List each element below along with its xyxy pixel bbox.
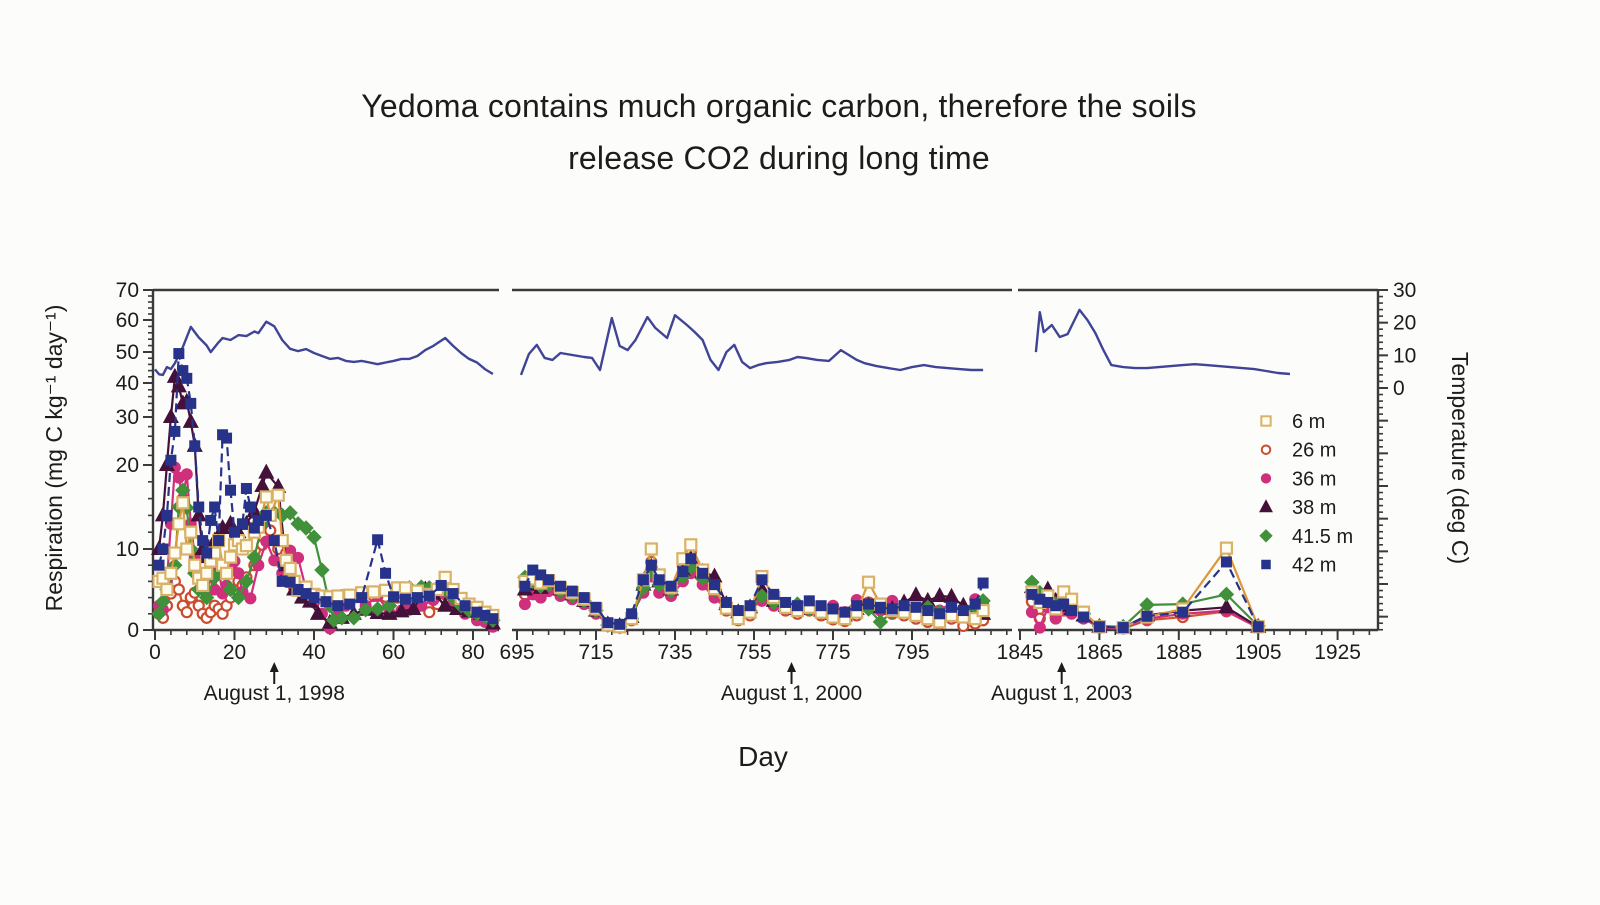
y-axis-left: 0 10 20 30 40 50 60 70 <box>116 279 153 642</box>
legend-label: 26 m <box>1292 440 1336 462</box>
series-36-m <box>152 461 1265 635</box>
x-tick-label: 1905 <box>1235 641 1282 664</box>
y-tick-label-left: 0 <box>127 619 139 642</box>
x-axis-panel-1: 0 20 40 60 80 <box>149 630 490 664</box>
temperature-line <box>154 308 1291 377</box>
legend-item-6-m: 6 m <box>1260 411 1325 433</box>
y-tick-label-right: 10 <box>1393 344 1416 367</box>
annotation-label: August 1, 2003 <box>991 682 1132 705</box>
legend-item-26-m: 26 m <box>1260 440 1336 462</box>
y-tick-label-right: 20 <box>1393 312 1416 335</box>
y-axis-label-left: Respiration (mg C kg⁻¹ day⁻¹) <box>41 305 67 612</box>
y-tick-label-right: 30 <box>1393 279 1416 302</box>
x-tick-label: 715 <box>578 641 613 664</box>
y-tick-label-left: 40 <box>116 372 139 395</box>
legend-label: 6 m <box>1292 411 1325 433</box>
legend-label: 36 m <box>1292 468 1336 490</box>
x-tick-label: 775 <box>815 641 850 664</box>
annotation-august-1-2003: August 1, 2003 <box>991 662 1132 705</box>
legend-label: 42 m <box>1292 555 1336 577</box>
legend-item-36-m: 36 m <box>1260 468 1336 490</box>
temperature-polyline-panel-1 <box>154 320 494 377</box>
y-tick-label-left: 50 <box>116 341 139 364</box>
legend-item-42-m: 42 m <box>1261 555 1336 577</box>
series-42-m <box>153 348 1264 634</box>
y-tick-label-left: 60 <box>116 309 139 332</box>
x-axis-panel-2: 695 715 735 755 775 795 <box>499 630 1008 664</box>
x-axis-label: Day <box>738 741 788 772</box>
x-tick-label: 20 <box>223 641 246 664</box>
y-axis-right: 30 20 10 0 <box>1378 279 1416 631</box>
y-tick-label-left: 30 <box>116 406 139 429</box>
slide-title-line2: release CO2 during long time <box>568 140 990 176</box>
legend-item-38-m: 38 m <box>1259 497 1336 519</box>
x-tick-label: 40 <box>302 641 325 664</box>
x-tick-label: 1845 <box>997 641 1044 664</box>
y-tick-label-left: 20 <box>116 454 139 477</box>
x-tick-label: 1885 <box>1155 641 1202 664</box>
slide-title-line1: Yedoma contains much organic carbon, the… <box>361 88 1197 124</box>
slide-title: Yedoma contains much organic carbon, the… <box>0 80 1558 184</box>
annotation-label: August 1, 1998 <box>204 682 345 705</box>
x-tick-label: 1925 <box>1314 641 1361 664</box>
legend-item-41-5-m: 41.5 m <box>1259 526 1353 548</box>
x-tick-label: 695 <box>499 641 534 664</box>
y-axis-label-right: Temperature (deg C) <box>1447 352 1473 564</box>
temperature-polyline-panel-3 <box>1034 308 1291 376</box>
legend-label: 41.5 m <box>1292 526 1353 548</box>
x-tick-label: 60 <box>382 641 405 664</box>
legend-label: 38 m <box>1292 497 1336 519</box>
annotation-august-1-1998: August 1, 1998 <box>204 662 345 705</box>
y-tick-label-left: 70 <box>116 279 139 302</box>
x-tick-label: 80 <box>461 641 484 664</box>
y-tick-label-left: 10 <box>116 538 139 561</box>
temperature-polyline-panel-2 <box>519 314 984 376</box>
legend: 6 m 26 m 36 m 38 m 41.5 m 42 m <box>1259 411 1353 577</box>
x-axis-panel-3: 1845 1865 1885 1905 1925 <box>997 630 1371 664</box>
x-tick-label: 1865 <box>1076 641 1123 664</box>
x-tick-label: 0 <box>149 641 161 664</box>
x-tick-label: 795 <box>894 641 929 664</box>
x-tick-label: 735 <box>657 641 692 664</box>
annotation-august-1-2000: August 1, 2000 <box>721 662 862 705</box>
annotation-label: August 1, 2000 <box>721 682 862 705</box>
x-tick-label: 755 <box>736 641 771 664</box>
y-tick-label-right: 0 <box>1393 377 1405 400</box>
